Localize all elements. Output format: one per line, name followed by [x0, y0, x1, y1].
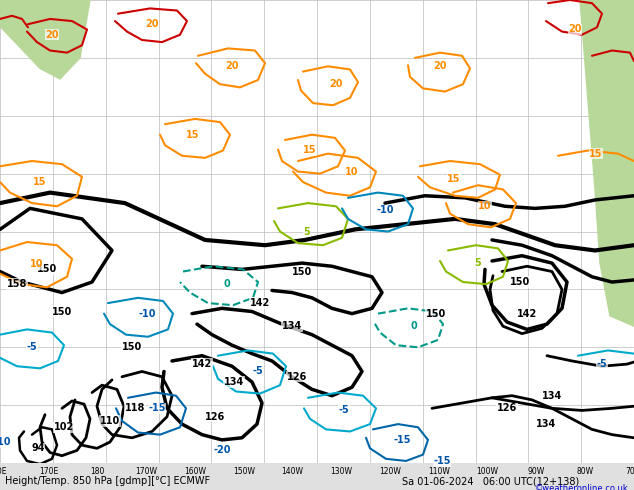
Text: 0: 0 — [411, 321, 417, 331]
Text: 180: 180 — [91, 466, 105, 475]
Text: 15: 15 — [589, 148, 603, 159]
Text: 160W: 160W — [184, 466, 206, 475]
Text: 134: 134 — [224, 377, 244, 387]
Text: 10: 10 — [346, 167, 359, 176]
Text: 90W: 90W — [528, 466, 545, 475]
Text: 15: 15 — [447, 174, 461, 184]
Text: 170E: 170E — [39, 466, 58, 475]
Text: 0: 0 — [224, 279, 230, 289]
Text: -5: -5 — [252, 367, 263, 376]
Text: 20: 20 — [568, 24, 582, 34]
Text: 134: 134 — [282, 321, 302, 331]
Text: 142: 142 — [192, 359, 212, 369]
Text: 50E: 50E — [0, 466, 7, 475]
Text: 15: 15 — [303, 146, 317, 155]
Text: -5: -5 — [339, 405, 349, 416]
Text: 20: 20 — [145, 19, 158, 29]
Text: ©weatheronline.co.uk: ©weatheronline.co.uk — [535, 484, 629, 490]
Text: 170W: 170W — [135, 466, 157, 475]
Text: 110: 110 — [100, 416, 120, 426]
Text: 126: 126 — [287, 372, 307, 382]
Text: 118: 118 — [125, 403, 145, 414]
Text: 140W: 140W — [281, 466, 304, 475]
Text: 150: 150 — [37, 265, 57, 274]
Text: 126: 126 — [205, 412, 225, 422]
Text: -5: -5 — [597, 359, 607, 369]
Text: Height/Temp. 850 hPa [gdmp][°C] ECMWF: Height/Temp. 850 hPa [gdmp][°C] ECMWF — [5, 476, 210, 486]
Text: 150: 150 — [510, 277, 530, 287]
Text: 130W: 130W — [330, 466, 353, 475]
Polygon shape — [580, 0, 634, 326]
Text: 100W: 100W — [477, 466, 499, 475]
Text: 150: 150 — [292, 267, 312, 276]
Text: 10: 10 — [478, 201, 492, 211]
Text: 134: 134 — [542, 391, 562, 401]
Text: -10: -10 — [0, 437, 11, 447]
Text: 10: 10 — [30, 259, 44, 269]
Text: -15: -15 — [393, 435, 411, 445]
Text: -15: -15 — [433, 456, 451, 466]
Text: -10: -10 — [138, 309, 156, 318]
Text: 5: 5 — [475, 258, 481, 268]
Text: 20: 20 — [225, 61, 239, 72]
Text: 15: 15 — [33, 177, 47, 187]
Text: 20: 20 — [433, 61, 447, 72]
Text: 110W: 110W — [428, 466, 450, 475]
Text: 150W: 150W — [233, 466, 255, 475]
Text: 5: 5 — [304, 226, 311, 237]
Text: Sа 01-06-2024   06:00 UTC(12+138): Sа 01-06-2024 06:00 UTC(12+138) — [402, 476, 579, 486]
Text: 15: 15 — [186, 130, 200, 140]
Text: 70W: 70W — [625, 466, 634, 475]
Text: 134: 134 — [536, 419, 556, 429]
Polygon shape — [0, 0, 90, 79]
Text: 142: 142 — [517, 309, 537, 318]
Text: 120W: 120W — [379, 466, 401, 475]
Text: 126: 126 — [497, 403, 517, 414]
Text: 158: 158 — [7, 279, 27, 289]
Text: 150: 150 — [122, 343, 142, 352]
Text: 102: 102 — [54, 422, 74, 432]
Text: 94: 94 — [31, 443, 45, 453]
Text: 150: 150 — [426, 309, 446, 318]
Text: -15: -15 — [148, 403, 165, 414]
Text: 20: 20 — [45, 30, 59, 40]
Text: 142: 142 — [250, 298, 270, 308]
Text: -5: -5 — [27, 343, 37, 352]
Text: 20: 20 — [329, 79, 343, 89]
Text: 80W: 80W — [577, 466, 594, 475]
Text: -10: -10 — [376, 205, 394, 216]
Text: -20: -20 — [213, 445, 231, 455]
Text: 150: 150 — [52, 307, 72, 317]
